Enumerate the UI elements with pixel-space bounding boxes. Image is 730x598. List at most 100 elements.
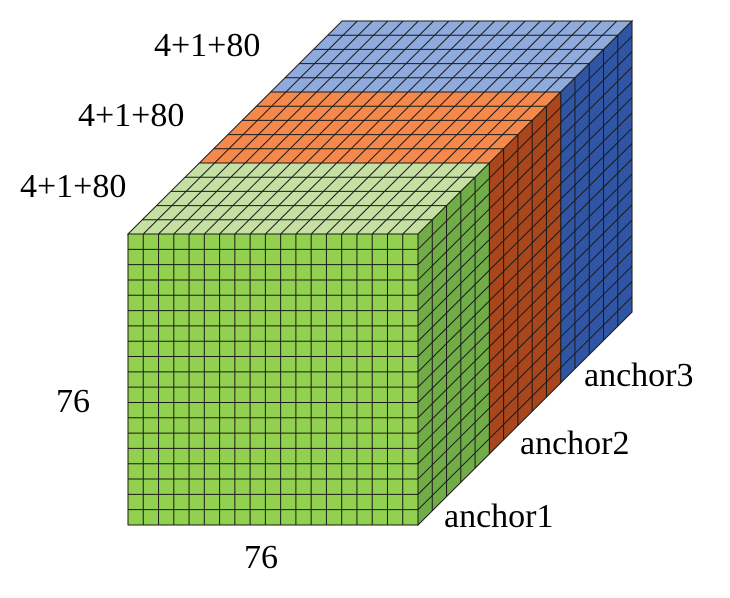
grid-line <box>488 168 562 240</box>
grid-line <box>488 367 562 440</box>
grid-line <box>488 198 562 271</box>
grid-line <box>275 91 348 164</box>
grid-line <box>234 162 307 235</box>
grid-line <box>356 162 429 235</box>
grid-line <box>351 91 424 164</box>
grid-line <box>280 162 353 235</box>
grid-line <box>417 239 490 311</box>
grid-line <box>417 177 490 250</box>
grid-line <box>488 229 562 302</box>
grid-line <box>560 250 633 323</box>
grid-line <box>560 158 633 231</box>
grid-line <box>488 290 562 363</box>
grid-line <box>331 20 404 93</box>
grid-line <box>488 214 562 286</box>
grid-line <box>560 173 633 246</box>
grid-line <box>366 91 439 164</box>
grid-line <box>488 152 562 225</box>
grid-line <box>417 392 490 465</box>
label-anchor2: anchor2 <box>520 425 630 462</box>
grid-line <box>488 244 562 317</box>
grid-line <box>142 162 215 235</box>
grid-line <box>290 91 363 164</box>
grid-line <box>560 97 633 169</box>
grid-line <box>412 91 485 164</box>
label-height: 76 <box>56 383 90 420</box>
grid-line <box>560 189 633 261</box>
grid-line <box>560 143 633 215</box>
grid-line <box>417 438 490 511</box>
grid-line <box>488 336 562 409</box>
grid-line <box>397 91 470 164</box>
grid-line <box>249 162 322 235</box>
grid-line <box>560 112 633 185</box>
grid-line <box>310 162 383 235</box>
grid-line <box>173 162 246 235</box>
grid-line <box>488 352 562 424</box>
grid-line <box>219 162 292 235</box>
grid-line <box>417 407 490 480</box>
grid-line <box>285 20 358 93</box>
grid-line <box>305 91 378 164</box>
grid-line <box>438 20 511 93</box>
grid-line <box>560 66 633 139</box>
grid-line <box>260 91 333 164</box>
grid-line <box>560 127 633 200</box>
grid-line <box>361 20 434 93</box>
label-anchor3: anchor3 <box>584 357 694 394</box>
grid-line <box>229 91 302 164</box>
grid-line <box>422 20 496 93</box>
grid-line <box>346 20 419 93</box>
grid-line <box>488 321 562 394</box>
grid-line <box>514 20 587 93</box>
grid-line <box>560 35 633 108</box>
grid-line <box>326 162 399 235</box>
grid-line <box>265 162 338 235</box>
grid-line <box>458 91 531 164</box>
cube-geometry <box>126 19 634 527</box>
grid-line <box>214 91 287 164</box>
grid-line <box>316 20 389 93</box>
grid-line <box>341 162 414 235</box>
grid-line <box>321 91 394 164</box>
grid-line <box>560 204 633 277</box>
grid-line <box>488 183 562 256</box>
grid-line <box>300 20 373 93</box>
grid-line <box>473 91 546 164</box>
grid-line <box>468 20 541 93</box>
grid-line <box>402 162 475 235</box>
grid-line <box>499 20 572 93</box>
grid-line <box>244 91 317 164</box>
grid-line <box>443 91 516 164</box>
grid-line <box>407 20 480 93</box>
grid-line <box>417 423 490 495</box>
grid-line <box>529 20 602 93</box>
label-depth-anchor2: 4+1+80 <box>78 97 184 134</box>
grid-line <box>484 20 557 93</box>
grid-line <box>417 223 490 296</box>
grid-line <box>488 260 562 332</box>
label-depth-anchor1: 4+1+80 <box>20 168 126 205</box>
grid-line <box>545 20 618 93</box>
grid-line <box>488 275 562 348</box>
grid-line <box>417 300 490 373</box>
grid-line <box>417 208 490 281</box>
grid-line <box>417 315 490 388</box>
grid-line <box>560 51 633 123</box>
grid-line <box>560 219 633 292</box>
grid-line <box>560 281 633 353</box>
grid-line <box>560 81 633 154</box>
grid-line <box>427 91 501 164</box>
grid-line <box>392 20 465 93</box>
grid-line <box>158 162 231 235</box>
grid-line <box>203 162 277 235</box>
grid-line <box>417 346 490 419</box>
grid-line <box>417 269 490 342</box>
grid-line <box>382 91 455 164</box>
grid-line <box>453 20 526 93</box>
grid-line <box>417 285 490 357</box>
grid-line <box>488 306 562 378</box>
label-anchor1: anchor1 <box>444 498 554 535</box>
